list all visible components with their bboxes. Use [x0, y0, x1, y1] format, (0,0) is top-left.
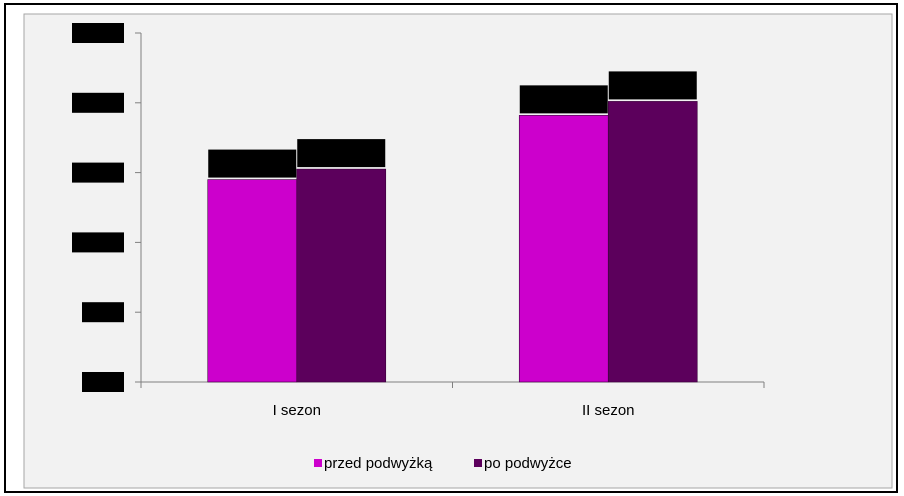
legend-swatch: [314, 459, 322, 467]
legend-swatch: [474, 459, 482, 467]
y-tick-label-redacted: [72, 232, 124, 253]
data-label-redacted: [519, 85, 608, 114]
bar: [296, 168, 387, 383]
bar: [518, 115, 609, 383]
legend-label: przed podwyżką: [324, 455, 433, 472]
data-label-redacted: [208, 149, 297, 178]
bar: [207, 179, 298, 383]
data-label-redacted: [608, 71, 697, 100]
chart-area: [23, 13, 893, 489]
y-tick-label-redacted: [72, 92, 124, 113]
data-label-redacted: [297, 139, 386, 168]
y-tick-label-redacted: [72, 162, 124, 183]
y-tick-label-redacted: [82, 302, 124, 323]
bar: [607, 101, 698, 383]
x-tick-label: II sezon: [582, 402, 635, 419]
y-tick-label-redacted: [72, 23, 124, 43]
y-tick-label-redacted: [82, 372, 124, 392]
legend-label: po podwyżce: [484, 455, 572, 472]
x-tick-label: I sezon: [273, 402, 321, 419]
